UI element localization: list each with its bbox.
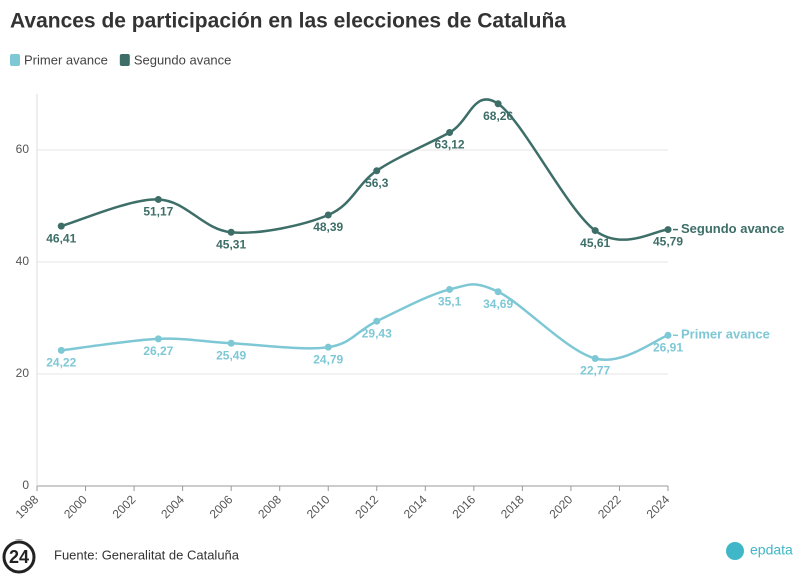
data-point [57, 222, 65, 230]
data-point [446, 285, 454, 293]
logo-ring [2, 540, 36, 574]
data-point [324, 343, 332, 351]
data-label: 56,3 [365, 176, 389, 190]
end-label: Primer avance [681, 327, 770, 342]
y-tick-label: 40 [16, 254, 30, 268]
data-point [591, 227, 599, 235]
x-tick-label: 1998 [13, 492, 42, 521]
legend-label: Segundo avance [134, 52, 232, 67]
data-label: 46,41 [46, 231, 76, 245]
data-point [494, 288, 502, 296]
data-label: 35,1 [438, 295, 462, 309]
x-tick-label: 2006 [207, 492, 236, 521]
data-label: 48,39 [313, 220, 343, 234]
x-tick-label: 2014 [401, 492, 430, 521]
data-point [57, 346, 65, 354]
data-point [664, 226, 672, 234]
x-tick-label: 2020 [547, 492, 576, 521]
legend-label: Primer avance [24, 52, 108, 67]
data-point [373, 317, 381, 325]
brand-icon [726, 542, 744, 560]
data-label: 24,22 [46, 356, 76, 370]
data-label: 45,79 [653, 235, 683, 249]
data-point [154, 335, 162, 343]
x-tick-label: 2022 [595, 492, 624, 521]
x-tick-label: 2002 [110, 492, 139, 521]
legend-swatch [10, 54, 20, 66]
x-tick-label: 2012 [352, 492, 381, 521]
data-point [446, 129, 454, 137]
source: Fuente: Generalitat de Cataluña [54, 547, 240, 562]
data-point [494, 100, 502, 108]
end-label: Segundo avance [681, 221, 784, 236]
data-label: 34,69 [483, 297, 513, 311]
x-tick-label: 2016 [449, 492, 478, 521]
data-label: 63,12 [435, 138, 465, 152]
data-label: 45,61 [580, 236, 610, 250]
data-label: 24,79 [313, 352, 343, 366]
x-tick-label: 2000 [61, 492, 90, 521]
data-label: 45,31 [216, 237, 246, 251]
data-label: 22,77 [580, 364, 610, 378]
chart-title: Avances de participación en las eleccion… [10, 10, 566, 33]
data-label: 68,26 [483, 109, 513, 123]
legend-swatch [119, 54, 130, 66]
data-label: 26,91 [653, 340, 683, 354]
data-point [373, 167, 381, 175]
data-point [227, 339, 235, 347]
data-point [154, 195, 162, 203]
y-tick-label: 0 [22, 478, 29, 492]
data-label: 26,27 [143, 344, 173, 358]
y-tick-label: 60 [16, 142, 30, 156]
data-point [591, 354, 599, 362]
x-tick-label: 2008 [255, 492, 284, 521]
series-line [60, 98, 669, 241]
data-point [664, 331, 672, 339]
x-tick-label: 2018 [498, 492, 527, 521]
x-tick-label: 2024 [644, 492, 673, 521]
x-tick-label: 2004 [158, 492, 187, 521]
data-label: 51,17 [143, 205, 173, 219]
data-label: 25,49 [216, 348, 246, 362]
logo: 24 [9, 547, 29, 567]
data-point [324, 211, 332, 219]
data-label: 29,43 [362, 326, 392, 340]
y-tick-label: 20 [16, 366, 30, 380]
data-point [227, 228, 235, 236]
x-tick-label: 2010 [304, 492, 333, 521]
brand: epdata [750, 542, 793, 558]
